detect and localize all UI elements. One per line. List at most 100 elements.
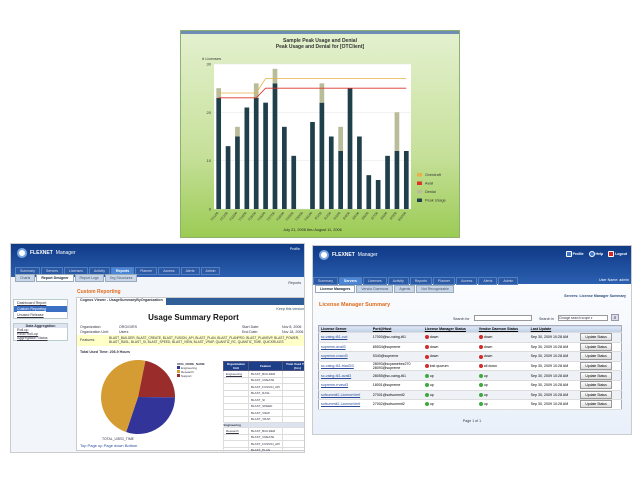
update-status-button[interactable]: Update Status [580, 400, 612, 409]
aggregation-link[interactable]: Roll-up [17, 328, 29, 332]
tab-not-recognizable[interactable]: Not Recognizable [416, 285, 454, 293]
column-header[interactable] [578, 325, 622, 333]
viewer-tab[interactable]: Cognos Viewer - UsageSummaryByOrganizati… [77, 298, 166, 305]
column-header[interactable]: Last Update [528, 325, 579, 333]
tab-report-logs[interactable]: Report Logs [74, 274, 104, 282]
tab-access[interactable]: Access [456, 277, 478, 285]
pie-legend-label: Engineering [181, 366, 198, 370]
status-text: down [429, 344, 439, 349]
license-server-link[interactable]: supreme-avail3 [318, 342, 371, 353]
status-text: up [429, 392, 434, 397]
main-tabs: Summary Servers Licenses Activity Reports Pla… [313, 277, 519, 285]
tab-planner[interactable]: Planner [135, 267, 158, 275]
update-cell: Update Status [578, 351, 622, 362]
tab-activity[interactable]: Activity [387, 277, 409, 285]
update-status-button[interactable]: Update Status [580, 371, 612, 380]
search-button[interactable]: ⌕ [611, 314, 619, 321]
pie-legend-item: Engineering [177, 366, 205, 370]
search-input[interactable] [474, 315, 532, 321]
update-status-button[interactable]: Update Status [580, 333, 612, 342]
tab-alerts[interactable]: Alerts [180, 267, 200, 275]
vendor-daemon-status: up [476, 370, 529, 381]
table-row: supreme-cvavd3 5340@supreme down down Sep 30… [318, 351, 622, 362]
x-tick-label: 8/10/06 [397, 211, 407, 222]
header-links: Profile Help Logout [565, 251, 627, 257]
header-link-logout[interactable]: Logout [608, 251, 627, 257]
tab-admin[interactable]: Admin [200, 267, 221, 275]
tab-vendor-daemons[interactable]: Vendor Daemons [356, 285, 394, 293]
last-update: Sep 30, 2009 10:28 AM [528, 370, 579, 381]
tab-org-structures[interactable]: Org Structures [104, 274, 138, 282]
status-up-icon [478, 383, 483, 388]
keep-version-button[interactable]: Keep this version [276, 307, 304, 311]
license-manager-screenshot: FLEXNET Manager Profile Help Logout Summary… [312, 245, 632, 435]
y-tick-label: 10 [207, 158, 212, 163]
tab-access[interactable]: Access [158, 267, 180, 275]
search-scope-select[interactable]: Change search scope ▾ [558, 315, 608, 321]
pie-legend-label: Research [181, 370, 194, 374]
tab-report-designer[interactable]: Report Designer [36, 274, 74, 282]
sub-tabs: Charts Report Designer Report Logs Org Stru… [15, 274, 138, 282]
tab-reports[interactable]: Reports [409, 277, 433, 285]
license-manager-status: up [422, 370, 477, 381]
time-cell [282, 415, 304, 423]
update-status-button[interactable]: Update Status [580, 342, 612, 351]
update-status-button[interactable]: Update Status [580, 362, 612, 371]
nav-item[interactable]: Dashboard Report [17, 301, 47, 305]
aggregation-link[interactable]: Redo Roll-up [17, 332, 38, 336]
tab-alerts[interactable]: Alerts [478, 277, 498, 285]
column-header[interactable]: License Manager Status [422, 325, 477, 333]
column-header[interactable]: Vendor Daemon Status [476, 325, 529, 333]
license-server-link[interactable]: supreme-cvavd3 [318, 351, 371, 362]
bar-denial [394, 112, 400, 151]
nav-item[interactable]: Custom Reporting [14, 306, 67, 312]
license-server-link[interactable]: sofsummit2-LicenseVerif [318, 390, 371, 401]
last-update: Sep 30, 2009 10:28 AM [528, 342, 579, 353]
tab-servers[interactable]: Servers [338, 277, 362, 285]
x-tick-label: 7/31/06 [303, 211, 313, 222]
x-tick-label: 7/26/06 [256, 211, 266, 222]
tab-admin[interactable]: Admin [498, 277, 519, 285]
tab-charts[interactable]: Charts [15, 274, 36, 282]
page-title: License Manager Summary [319, 302, 391, 308]
update-status-button[interactable]: Update Status [580, 381, 612, 390]
x-tick-label: 7/25/06 [247, 211, 257, 222]
status-down-icon [424, 364, 429, 369]
bar-peak-usage [319, 102, 325, 209]
update-cell: Update Status [578, 332, 622, 343]
license-server-link[interactable]: sc-vaing-t61-triad3/3 [318, 361, 371, 372]
x-tick-label: 7/27/06 [266, 211, 276, 222]
tab-licenses[interactable]: Licenses [362, 277, 387, 285]
port-host: 18001@supreme [370, 380, 423, 391]
status-up-icon [424, 402, 429, 407]
license-server-link[interactable]: sofsummit2-LicenseVerif [318, 399, 371, 410]
license-server-link[interactable]: supreme-rrvavd3 [318, 380, 371, 391]
x-axis-label: July 21, 2006 thru August 11, 2006 [283, 228, 341, 232]
status-down-icon [424, 335, 429, 340]
bar-denial [319, 83, 325, 103]
column-header: Total Used Time (hrs) [282, 361, 304, 371]
column-header[interactable]: License Server [318, 325, 371, 333]
aggregation-link[interactable]: Aggregation Status [17, 336, 48, 340]
tab-agents[interactable]: Agents [394, 285, 416, 293]
nav-item[interactable]: Unused Release [17, 313, 44, 317]
x-tick-label: 8/3/06 [333, 211, 342, 221]
header-link-profile[interactable]: Profile [565, 251, 584, 257]
pie-slice-engineering [126, 397, 175, 434]
pager[interactable]: Top Page up Page down Bottom [80, 443, 138, 448]
tab-license-managers[interactable]: License Managers [315, 285, 356, 293]
tab-planner[interactable]: Planner [433, 277, 456, 285]
header-link-help[interactable]: Help [588, 251, 603, 257]
x-tick-label: 8/9/06 [389, 211, 398, 221]
breadcrumb: Servers: License Manager Summary [564, 294, 626, 298]
license-server-link[interactable]: sc-vaing-t61-avail3 [318, 370, 371, 381]
update-status-button[interactable]: Update Status [580, 390, 612, 399]
profile-link[interactable]: Profile [289, 247, 300, 251]
pie-legend: ORG_NODE_NAME Engineering Research Support [177, 362, 205, 378]
table-row: BLAST_PLAN [223, 446, 304, 452]
port-host: 17000@sc-vaing-t61 [370, 332, 423, 343]
update-status-button[interactable]: Update Status [580, 352, 612, 361]
license-server-link[interactable]: sc-vaing-t61-cvd [318, 332, 371, 343]
column-header[interactable]: Port@Host [370, 325, 423, 333]
tab-summary[interactable]: Summary [313, 277, 338, 285]
